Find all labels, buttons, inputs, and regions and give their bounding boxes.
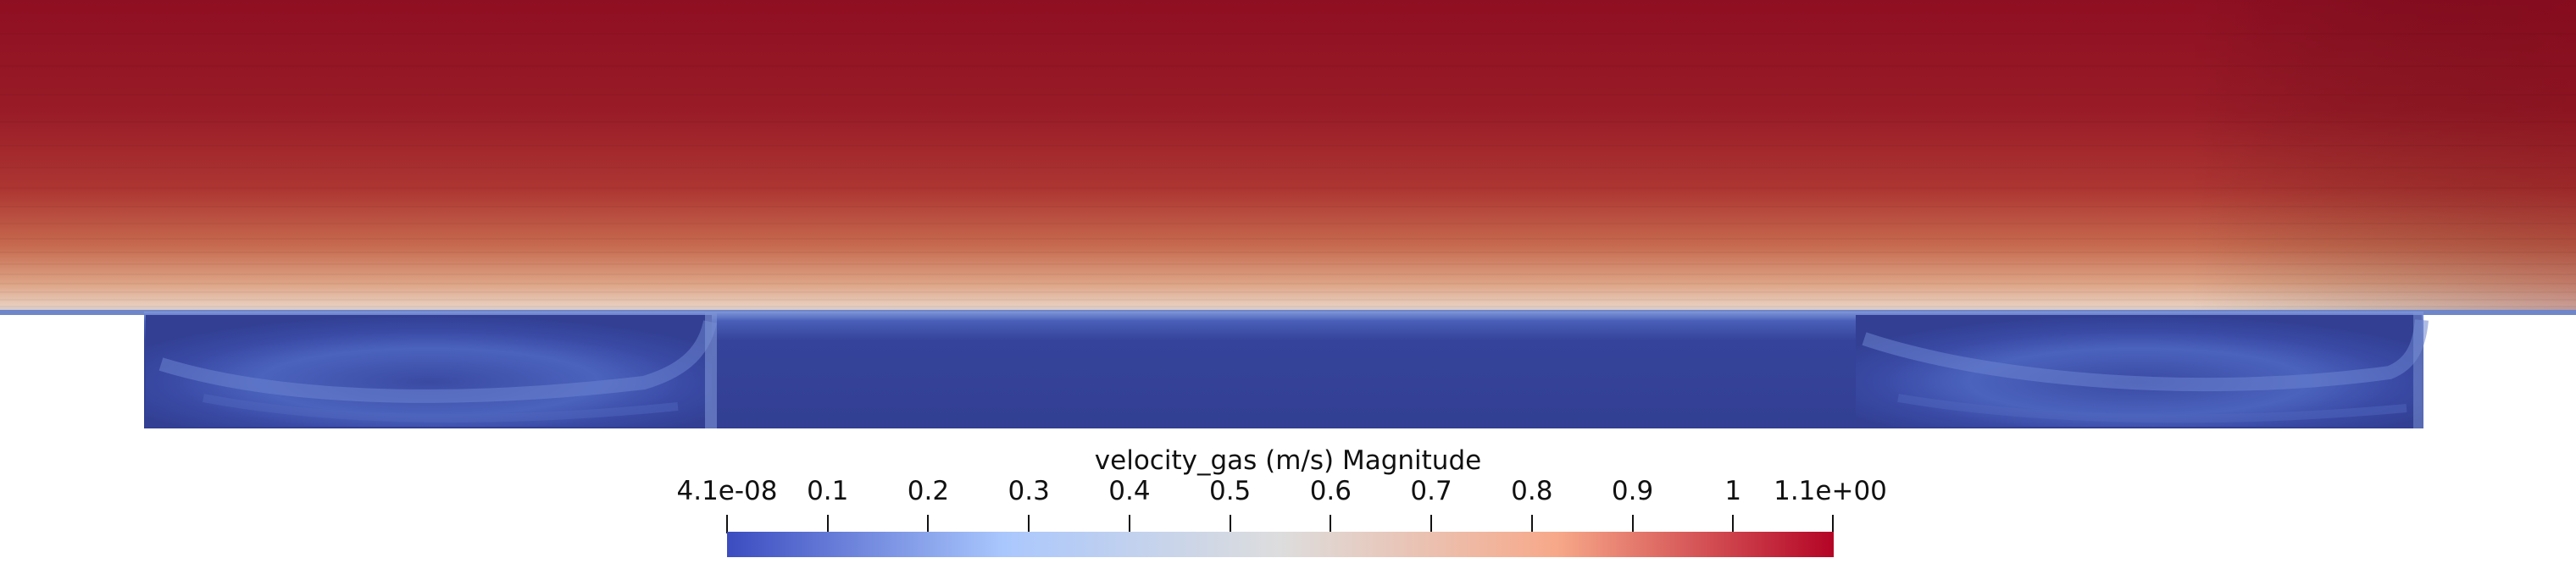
vortex-right-inner xyxy=(1897,394,2407,423)
vortex-left-streak xyxy=(158,320,717,403)
vortex-right-streak xyxy=(1862,319,2429,392)
upper-flow-shade xyxy=(0,0,2576,315)
vortex-left-inner xyxy=(203,394,679,423)
cavity-left-wall xyxy=(705,312,717,428)
cavity-right-wall xyxy=(2413,312,2423,428)
